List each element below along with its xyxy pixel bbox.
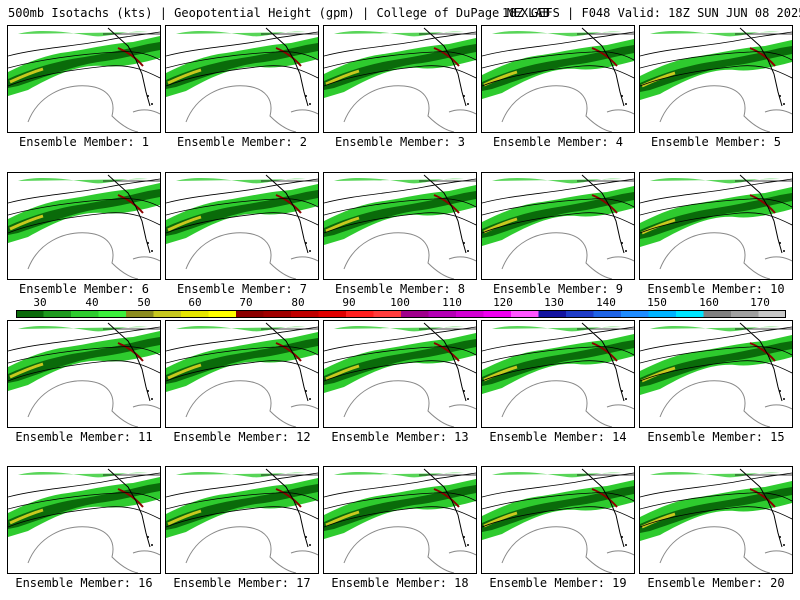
colorbar-swatch (98, 310, 127, 318)
ensemble-member-label: Ensemble Member: 12 (173, 430, 311, 444)
colorbar-swatch (428, 310, 457, 318)
ensemble-member-label: Ensemble Member: 16 (15, 576, 153, 590)
ensemble-map-panel (323, 25, 477, 133)
ensemble-member-label: Ensemble Member: 3 (334, 135, 466, 149)
header-title: 500mb Isotachs (kts) | Geopotential Heig… (8, 6, 550, 20)
colorbar-tick-label: 160 (699, 296, 719, 309)
ensemble-member-label: Ensemble Member: 6 (18, 282, 150, 296)
colorbar-swatch (648, 310, 677, 318)
colorbar-tick-label: 30 (33, 296, 47, 309)
colorbar-tick-label: 70 (239, 296, 253, 309)
ensemble-map-panel (7, 172, 161, 280)
colorbar-swatch (16, 310, 44, 318)
colorbar-swatch (731, 310, 759, 318)
colorbar-tick-label: 110 (442, 296, 462, 309)
ensemble-map-panel (639, 172, 793, 280)
ensemble-map-panel (481, 172, 635, 280)
colorbar-swatch (291, 310, 319, 318)
ensemble-map-panel (323, 172, 477, 280)
ensemble-map-panel (481, 320, 635, 428)
colorbar-swatch (263, 310, 292, 318)
colorbar-swatch (373, 310, 402, 318)
colorbar-swatch (126, 310, 154, 318)
colorbar-swatch (483, 310, 512, 318)
colorbar-swatch (676, 310, 704, 318)
ensemble-member-label: Ensemble Member: 19 (489, 576, 627, 590)
colorbar-swatch (566, 310, 594, 318)
colorbar-tick-label: 40 (85, 296, 99, 309)
colorbar-outline (16, 310, 786, 318)
colorbar-tick-label: 80 (291, 296, 305, 309)
colorbar-tick-label: 120 (493, 296, 513, 309)
ensemble-map-panel (165, 320, 319, 428)
colorbar-swatch (153, 310, 182, 318)
ensemble-member-label: Ensemble Member: 18 (331, 576, 469, 590)
ensemble-member-label: Ensemble Member: 4 (492, 135, 624, 149)
ensemble-member-label: Ensemble Member: 13 (331, 430, 469, 444)
ensemble-map-panel (165, 25, 319, 133)
ensemble-map-panel (481, 466, 635, 574)
colorbar-tick-label: 100 (390, 296, 410, 309)
ensemble-member-label: Ensemble Member: 1 (18, 135, 150, 149)
colorbar-swatch (181, 310, 209, 318)
ensemble-member-label: Ensemble Member: 9 (492, 282, 624, 296)
ensemble-map-panel (165, 172, 319, 280)
ensemble-map-panel (323, 466, 477, 574)
ensemble-map-panel (165, 466, 319, 574)
ensemble-member-label: Ensemble Member: 17 (173, 576, 311, 590)
colorbar-swatch (593, 310, 622, 318)
ensemble-map-panel (323, 320, 477, 428)
colorbar-tick-label: 50 (137, 296, 151, 309)
colorbar-tick-label: 170 (750, 296, 770, 309)
ensemble-member-label: Ensemble Member: 8 (334, 282, 466, 296)
header-valid-time: 18Z GEFS | F048 Valid: 18Z SUN JUN 08 20… (502, 6, 800, 20)
ensemble-map-panel (7, 25, 161, 133)
ensemble-map-panel (639, 320, 793, 428)
colorbar-swatch (456, 310, 484, 318)
map-header: 500mb Isotachs (kts) | Geopotential Heig… (8, 6, 800, 20)
ensemble-member-label: Ensemble Member: 10 (647, 282, 785, 296)
colorbar-swatch (208, 310, 237, 318)
colorbar-swatch (703, 310, 732, 318)
colorbar-tick-label: 130 (544, 296, 564, 309)
ensemble-map-panel (7, 320, 161, 428)
ensemble-member-label: Ensemble Member: 20 (647, 576, 785, 590)
colorbar-tick-label: 90 (342, 296, 356, 309)
colorbar-tick-label: 150 (647, 296, 667, 309)
colorbar (16, 310, 786, 318)
ensemble-member-label: Ensemble Member: 15 (647, 430, 785, 444)
ensemble-map-panel (481, 25, 635, 133)
colorbar-swatch (346, 310, 374, 318)
colorbar-tick-label: 60 (188, 296, 202, 309)
ensemble-member-label: Ensemble Member: 5 (650, 135, 782, 149)
ensemble-map-panel (639, 25, 793, 133)
colorbar-swatch (538, 310, 567, 318)
colorbar-tick-label: 140 (596, 296, 616, 309)
ensemble-member-label: Ensemble Member: 11 (15, 430, 153, 444)
colorbar-swatch (758, 310, 786, 318)
ensemble-member-label: Ensemble Member: 14 (489, 430, 627, 444)
ensemble-member-label: Ensemble Member: 7 (176, 282, 308, 296)
ensemble-member-label: Ensemble Member: 2 (176, 135, 308, 149)
ensemble-map-panel (7, 466, 161, 574)
colorbar-swatch (236, 310, 264, 318)
colorbar-swatch (511, 310, 539, 318)
colorbar-swatch (318, 310, 347, 318)
colorbar-swatch (43, 310, 72, 318)
colorbar-swatch (401, 310, 429, 318)
colorbar-swatch (71, 310, 99, 318)
colorbar-swatch (621, 310, 649, 318)
ensemble-map-panel (639, 466, 793, 574)
colorbar-labels: 30 40 50 60 70 80 90 100 110 120 130 140 150 160 170 (0, 296, 800, 309)
